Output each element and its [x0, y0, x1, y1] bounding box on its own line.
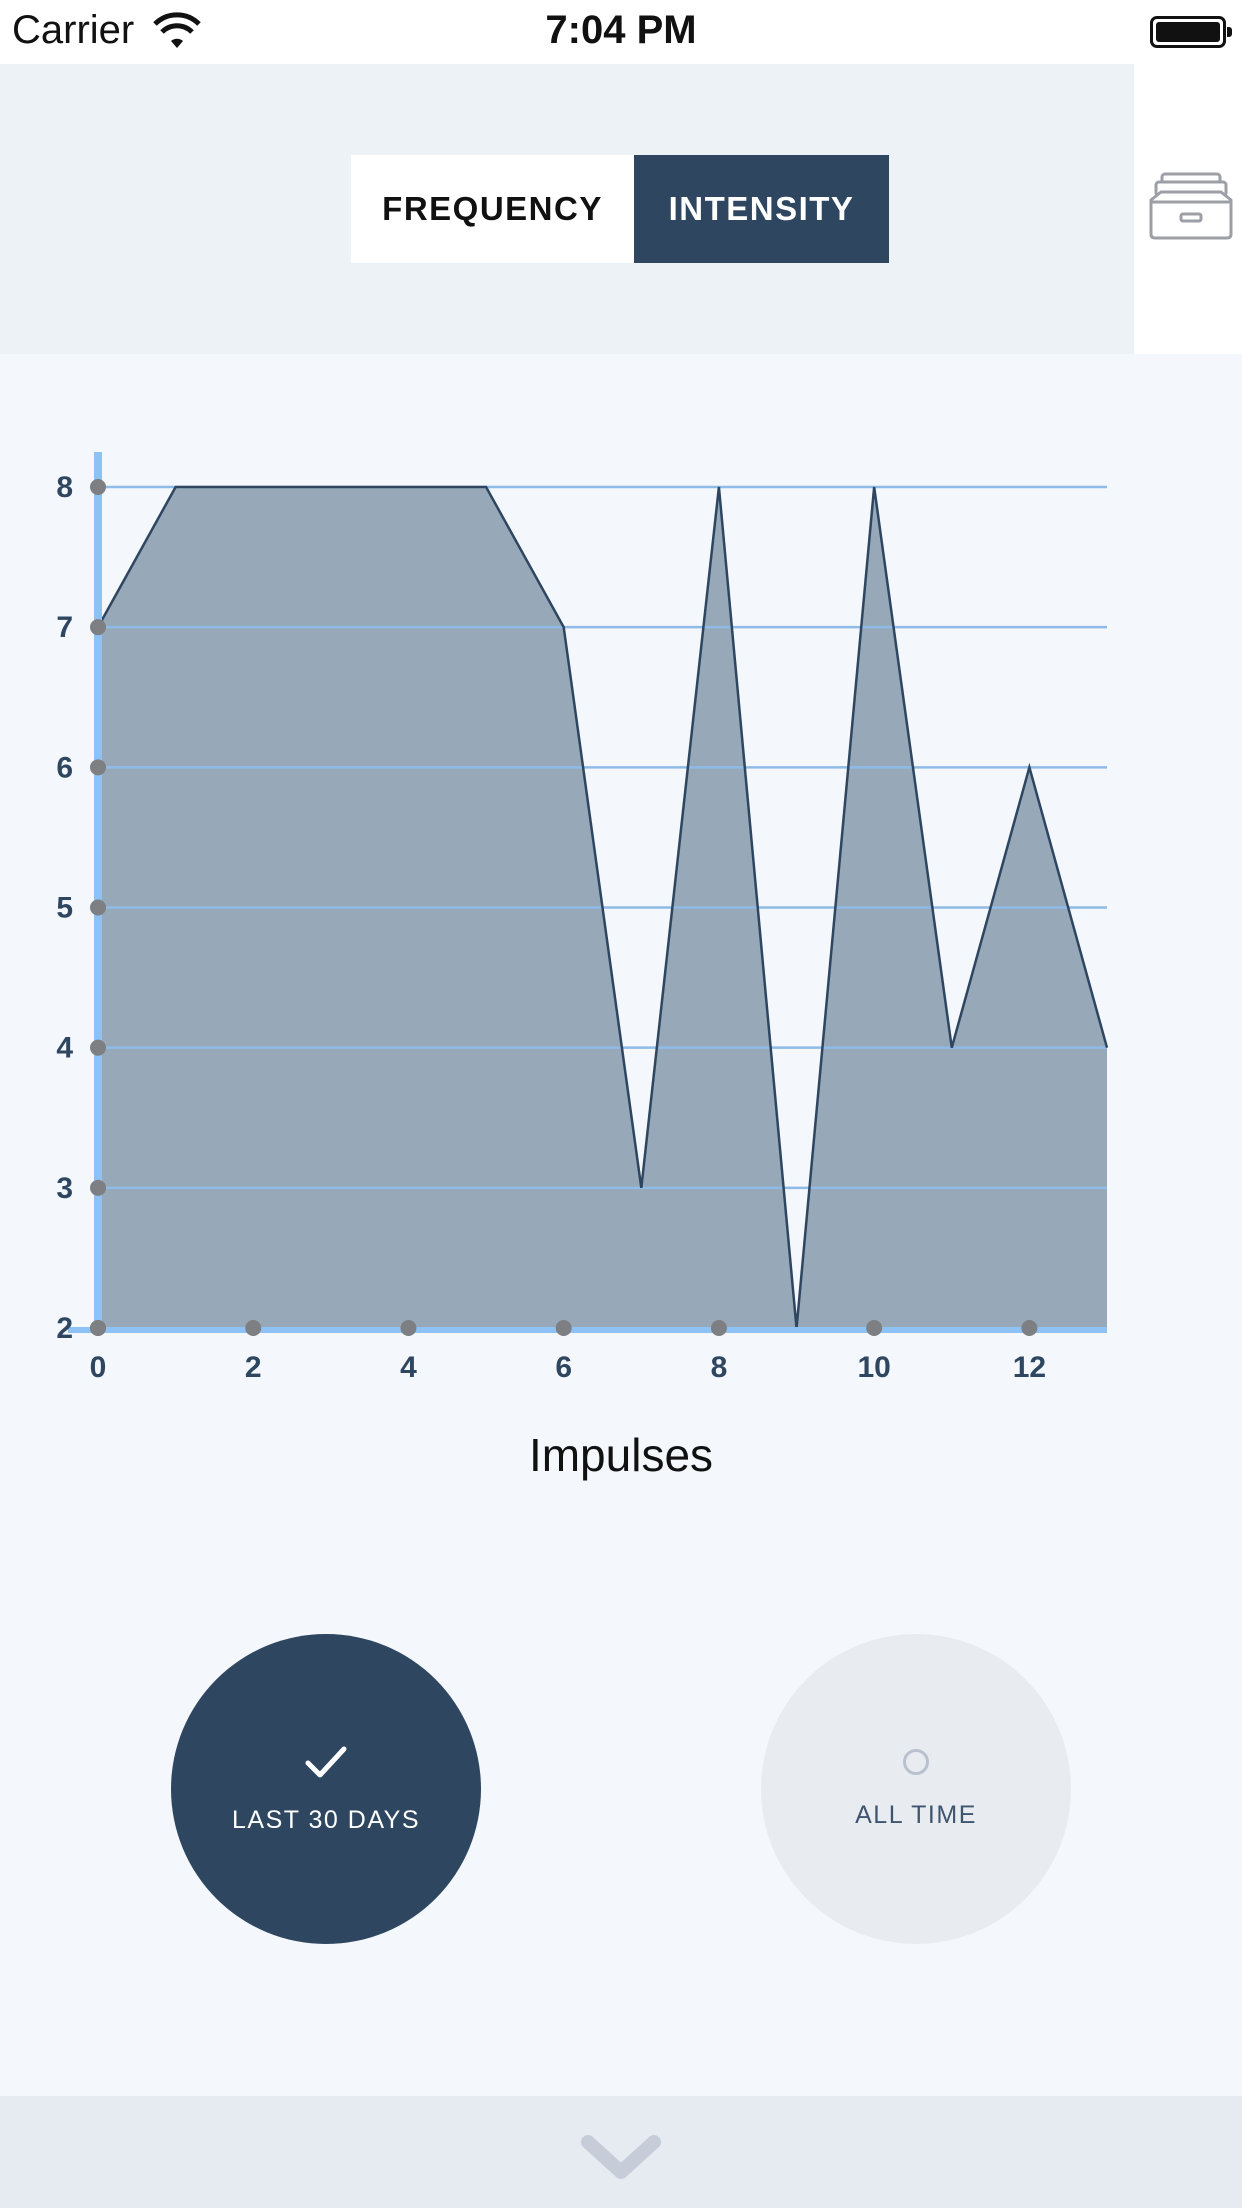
x-tick-label-6: 6	[555, 1351, 572, 1384]
y-tick-label-3: 3	[56, 1172, 73, 1205]
x-tick-label-0: 0	[90, 1351, 107, 1384]
status-time: 7:04 PM	[545, 8, 697, 52]
tab-frequency[interactable]: FREQUENCY	[351, 155, 634, 263]
x-tick-dot-12	[1021, 1320, 1038, 1336]
x-tick-dot-10	[866, 1320, 883, 1336]
last-30-days-label: LAST 30 DAYS	[232, 1805, 420, 1834]
y-tick-dot-6	[90, 759, 106, 776]
y-tick-dot-7	[90, 619, 106, 636]
x-tick-label-4: 4	[400, 1351, 417, 1384]
archive-panel	[1134, 64, 1242, 354]
chevron-down-icon[interactable]	[578, 2132, 664, 2184]
tab-intensity[interactable]: INTENSITY	[634, 155, 889, 263]
wifi-icon	[153, 12, 201, 48]
x-tick-label-8: 8	[711, 1351, 728, 1384]
y-tick-label-5: 5	[56, 892, 73, 925]
y-tick-label-8: 8	[56, 471, 73, 504]
x-tick-dot-6	[555, 1320, 572, 1336]
y-tick-dot-3	[90, 1179, 106, 1196]
radio-circle-icon	[903, 1748, 929, 1775]
header-band: FREQUENCY INTENSITY	[0, 64, 1134, 354]
x-tick-dot-2	[245, 1320, 262, 1336]
archive-tray-icon[interactable]	[1148, 172, 1234, 240]
x-tick-dot-4	[400, 1320, 417, 1336]
metric-segmented-control: FREQUENCY INTENSITY	[351, 155, 889, 263]
checkmark-icon	[305, 1746, 347, 1777]
last-30-days-button[interactable]: LAST 30 DAYS	[171, 1634, 481, 1944]
y-tick-label-6: 6	[56, 751, 73, 784]
y-tick-dot-5	[90, 899, 106, 916]
y-tick-label-7: 7	[56, 611, 73, 644]
series-line	[96, 485, 1109, 1329]
x-tick-label-10: 10	[857, 1351, 890, 1384]
all-time-button[interactable]: ALL TIME	[761, 1634, 1071, 1944]
y-tick-label-2: 2	[56, 1312, 73, 1345]
chart-x-axis-title: Impulses	[528, 1429, 714, 1481]
bottom-bar[interactable]	[0, 2096, 1242, 2208]
x-tick-label-2: 2	[245, 1351, 262, 1384]
all-time-label: ALL TIME	[855, 1800, 977, 1829]
carrier-label: Carrier	[12, 8, 135, 52]
y-tick-dot-8	[90, 479, 106, 495]
battery-icon	[1150, 16, 1232, 48]
x-tick-dot-0	[90, 1320, 106, 1336]
y-tick-dot-4	[90, 1039, 106, 1056]
x-tick-label-12: 12	[1013, 1351, 1046, 1384]
status-bar: Carrier 7:04 PM	[0, 0, 1242, 64]
x-tick-dot-8	[710, 1320, 727, 1336]
y-tick-label-4: 4	[56, 1032, 73, 1065]
